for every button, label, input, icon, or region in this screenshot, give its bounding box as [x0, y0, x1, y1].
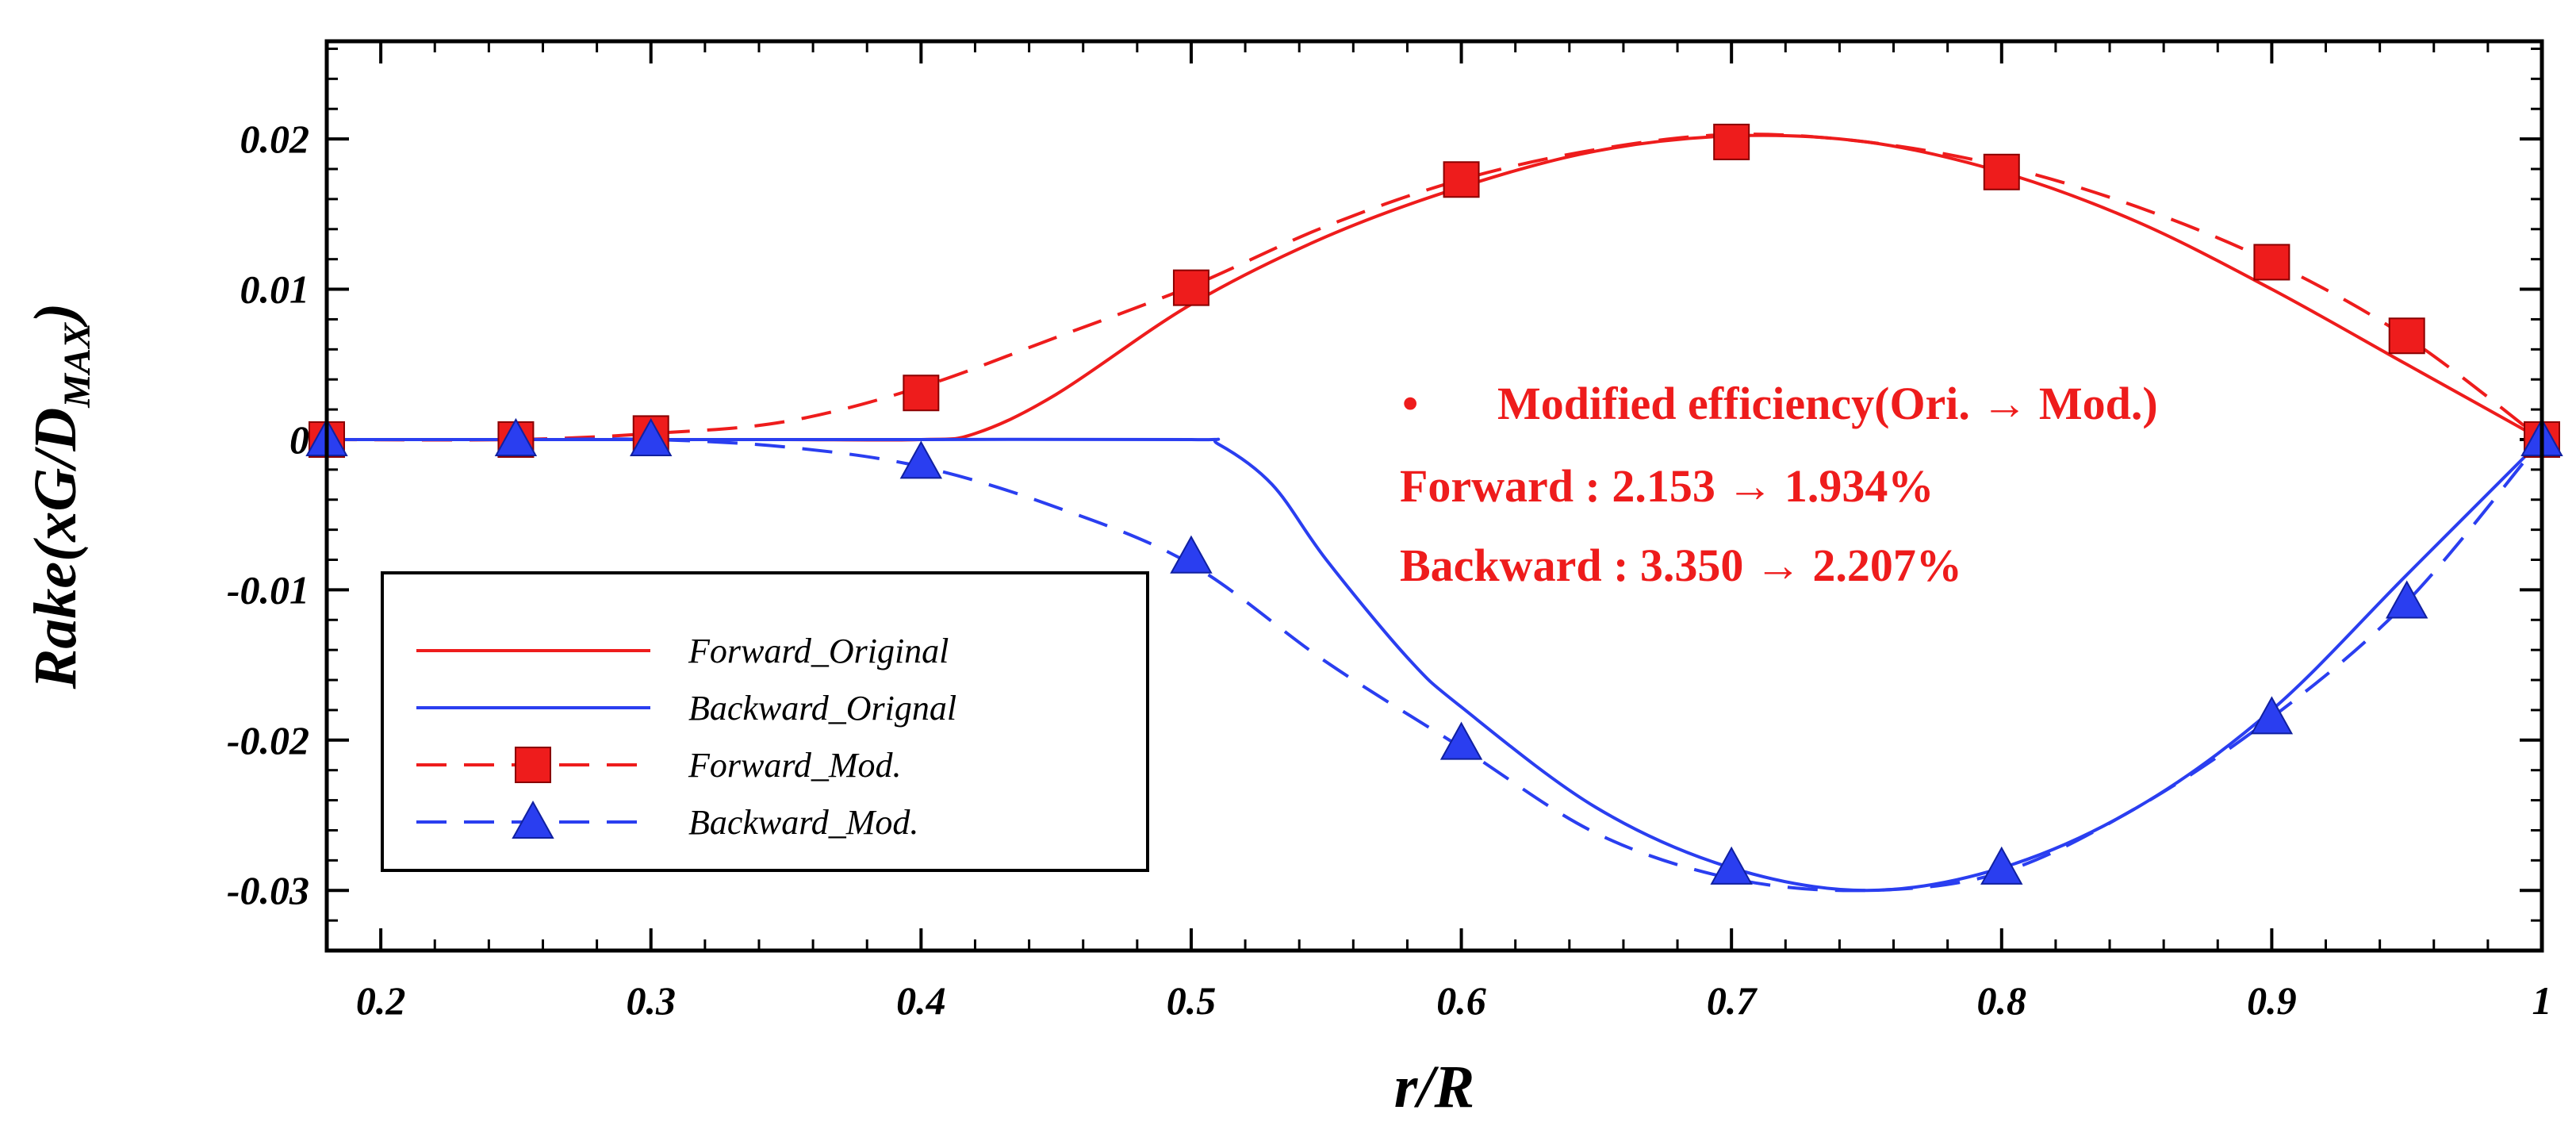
y-tick-label: -0.01 [227, 567, 309, 612]
x-tick-label: 0.6 [1436, 978, 1486, 1023]
y-axis-title-close: ) [22, 303, 89, 328]
marker-forward-mod [2388, 317, 2425, 355]
annotation-bullet: • [1402, 378, 1418, 429]
marker-forward-mod [1443, 161, 1480, 198]
x-tick-label: 0.8 [1977, 978, 2027, 1023]
marker-backward-mod [1170, 535, 1213, 574]
annotation-modified-efficiency: Modified efficiency(Ori. → Mod.) [1497, 378, 2158, 429]
series-layer [326, 133, 2543, 893]
marker-backward-mod [1710, 846, 1753, 885]
legend-label-forward-original: Forward_Original [688, 632, 949, 670]
marker-backward-mod [899, 440, 943, 479]
legend-marker-forward-mod [515, 747, 551, 783]
marker-forward-mod [1983, 153, 2020, 190]
marker-forward-mod [903, 375, 940, 412]
x-tick-labels: 0.2 0.3 0.4 0.5 0.6 0.7 0.8 0.9 1 [356, 978, 2552, 1023]
x-tick-label: 1 [2532, 978, 2552, 1023]
legend: Forward_Original Backward_Orignal Forward_… [381, 571, 1149, 872]
marker-layer [305, 123, 2563, 885]
legend-label-backward-mod: Backward_Mod. [688, 803, 918, 842]
annotation-backward-efficiency: Backward : 3.350 → 2.207% [1400, 540, 1962, 591]
y-axis-title-subscript: MAX [56, 322, 98, 409]
annotation-forward-efficiency: Forward : 2.153 → 1.934% [1400, 460, 1934, 512]
y-axis-title-main: Rake(xG/D [22, 408, 89, 690]
legend-label-backward-orignal: Backward_Orignal [688, 689, 956, 728]
y-axis-title: Rake(xG/DMAX) [22, 303, 98, 690]
plot-frame [324, 39, 2544, 953]
x-axis-title: r/R [1394, 1054, 1474, 1120]
x-tick-label: 0.9 [2247, 978, 2297, 1023]
x-tick-label: 0.5 [1167, 978, 1217, 1023]
x-tick-label: 0.2 [356, 978, 406, 1023]
marker-forward-mod [1713, 123, 1750, 160]
marker-backward-mod [2385, 580, 2428, 619]
y-tick-label: 0 [289, 417, 309, 462]
marker-backward-mod [1980, 846, 2023, 885]
marker-backward-mod [1439, 721, 1483, 760]
legend-marker-backward-mod [512, 800, 554, 839]
y-tick-label: 0.02 [240, 117, 310, 161]
series-line-forward-mod [326, 133, 2543, 442]
marker-backward-mod [630, 417, 673, 456]
x-tick-label: 0.7 [1707, 978, 1758, 1023]
major-ticks [327, 41, 2543, 951]
y-tick-label: 0.01 [240, 267, 310, 312]
legend-label-forward-mod: Forward_Mod. [688, 746, 902, 785]
marker-forward-mod [1172, 269, 1209, 306]
efficiency-annotation: • Modified efficiency(Ori. → Mod.) Forwa… [1400, 378, 2158, 591]
legend-box [381, 571, 1149, 872]
marker-backward-mod [2250, 696, 2294, 735]
x-tick-label: 0.4 [896, 978, 946, 1023]
y-tick-label: -0.02 [227, 718, 309, 762]
marker-backward-mod [494, 417, 538, 456]
x-tick-label: 0.3 [626, 978, 676, 1023]
marker-forward-mod [2253, 244, 2290, 281]
y-tick-labels: 0.02 0.01 0 -0.01 -0.02 -0.03 [227, 117, 309, 912]
y-tick-label: -0.03 [227, 868, 309, 912]
